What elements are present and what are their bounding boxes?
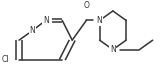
Text: O: O: [83, 1, 89, 10]
Text: N: N: [30, 26, 35, 35]
Text: Cl: Cl: [1, 55, 9, 64]
Text: N: N: [43, 16, 48, 25]
Text: N: N: [97, 16, 102, 25]
Text: N: N: [110, 45, 116, 54]
